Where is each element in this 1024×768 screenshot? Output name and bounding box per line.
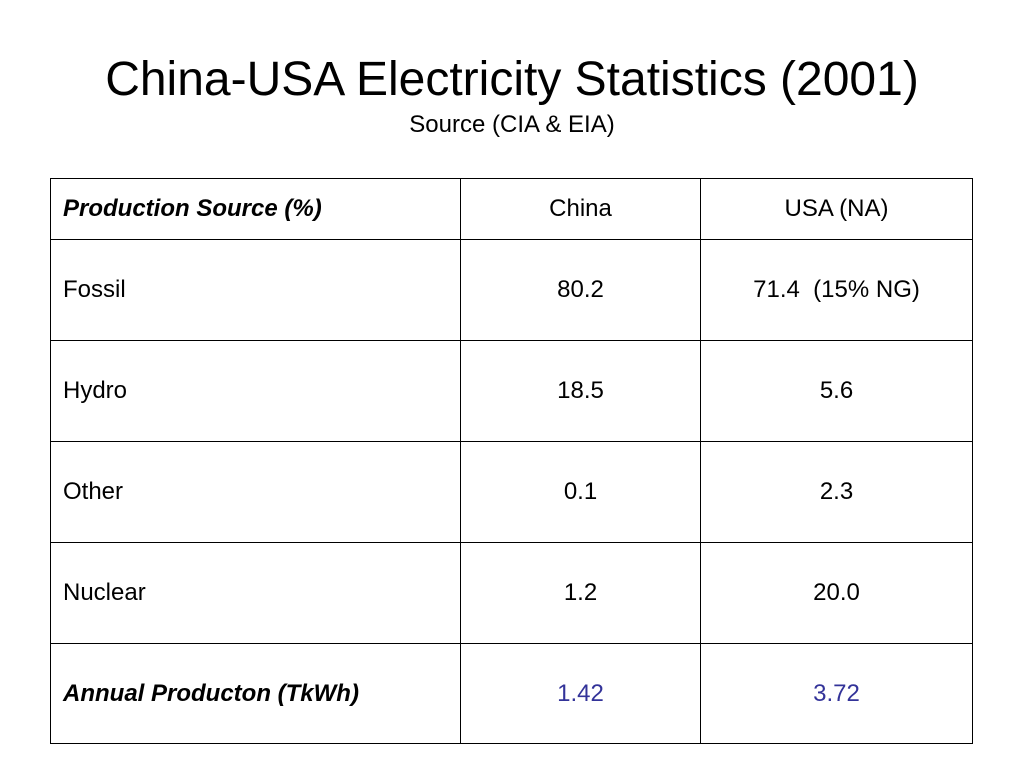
china-value: 18.5 [460, 340, 701, 442]
usa-value: 20.0 [700, 542, 973, 644]
china-total-value: 1.42 [460, 643, 701, 744]
header-usa: USA (NA) [700, 178, 973, 240]
header-china: China [460, 178, 701, 240]
china-value: 80.2 [460, 239, 701, 341]
row-label: Annual Producton (TkWh) [50, 643, 461, 744]
row-label: Nuclear [50, 542, 461, 644]
usa-value: 71.4 (15% NG) [700, 239, 973, 341]
usa-total-value: 3.72 [700, 643, 973, 744]
row-label: Hydro [50, 340, 461, 442]
usa-value: 5.6 [700, 340, 973, 442]
table-row-hydro: Hydro 18.5 5.6 [50, 340, 973, 442]
slide-title: China-USA Electricity Statistics (2001) [105, 53, 919, 106]
row-label: Other [50, 441, 461, 543]
table-row-nuclear: Nuclear 1.2 20.0 [50, 542, 973, 644]
table-row-fossil: Fossil 80.2 71.4 (15% NG) [50, 239, 973, 341]
slide-subtitle: Source (CIA & EIA) [409, 111, 615, 138]
table-header-row: Production Source (%) China USA (NA) [50, 178, 973, 240]
row-label: Fossil [50, 239, 461, 341]
electricity-stats-table: Production Source (%) China USA (NA) Fos… [50, 178, 973, 744]
china-value: 1.2 [460, 542, 701, 644]
usa-value: 2.3 [700, 441, 973, 543]
table-row-other: Other 0.1 2.3 [50, 441, 973, 543]
table-row-annual-production: Annual Producton (TkWh) 1.42 3.72 [50, 643, 973, 744]
title-block: China-USA Electricity Statistics (2001) … [0, 52, 1024, 140]
china-value: 0.1 [460, 441, 701, 543]
header-production-source: Production Source (%) [50, 178, 461, 240]
